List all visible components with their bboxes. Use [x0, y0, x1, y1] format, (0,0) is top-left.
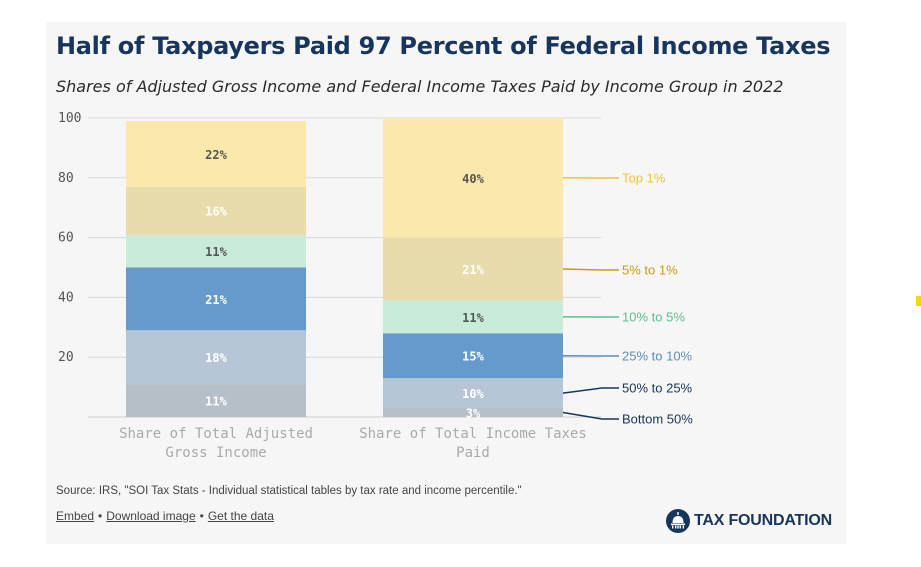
bar-segment	[383, 237, 563, 301]
bar-segment	[383, 378, 563, 409]
data-label: 21%	[205, 293, 227, 307]
x-category-label: Share of Total Adjusted	[119, 426, 313, 442]
y-tick-label: 20	[58, 350, 74, 365]
bar-segment	[383, 118, 563, 238]
y-tick-label: 100	[58, 111, 81, 126]
data-label: 40%	[462, 172, 484, 186]
edge-marker	[916, 296, 921, 306]
legend-connector	[562, 268, 619, 271]
source-note: Source: IRS, "SOI Tax Stats - Individual…	[56, 485, 522, 497]
link-separator: •	[98, 509, 103, 523]
stacked-bar-chart: 20 40 60 80 100 11% 18% 21% 11% 16% 22% Share of To…	[58, 111, 693, 461]
bar-segment	[126, 330, 306, 385]
data-label: 18%	[205, 351, 227, 365]
bar-segment	[126, 186, 306, 235]
legend-label: 5% to 1%	[622, 263, 678, 278]
legend-label: 10% to 5%	[622, 310, 685, 325]
bar-segment	[126, 384, 306, 417]
data-label: 15%	[462, 350, 484, 364]
data-label: 22%	[205, 148, 227, 162]
legend-connector	[562, 387, 619, 394]
data-label: 21%	[462, 263, 484, 277]
chart-card: Half of Taxpayers Paid 97 Percent of Fed…	[46, 22, 846, 544]
capitol-dome-icon	[666, 509, 690, 533]
logo-text: TAX FOUNDATION	[694, 512, 832, 529]
embed-link[interactable]: Embed	[56, 509, 95, 523]
legend-label: 25% to 10%	[622, 349, 693, 364]
x-category-label: Paid	[456, 445, 490, 461]
y-tick-label: 40	[58, 290, 74, 305]
data-label: 11%	[205, 395, 227, 409]
legend-label: Bottom 50%	[622, 412, 693, 427]
legend-label: 50% to 25%	[622, 381, 693, 396]
footer-links: Embed • Download image • Get the data	[56, 509, 274, 523]
data-label: 11%	[205, 245, 227, 259]
bar-segment	[126, 267, 306, 331]
data-label: 16%	[205, 205, 227, 219]
x-category-label: Gross Income	[165, 445, 266, 461]
y-tick-label: 60	[58, 231, 74, 246]
get-data-link[interactable]: Get the data	[207, 509, 274, 523]
legend-connector	[562, 411, 619, 420]
tax-foundation-logo[interactable]: TAX FOUNDATION	[666, 509, 832, 533]
legend-label: Top 1%	[622, 171, 666, 186]
data-label: 3%	[466, 407, 481, 421]
bar-segment	[126, 234, 306, 268]
bar-segment	[383, 333, 563, 379]
data-label: 10%	[462, 387, 484, 401]
bar-segment	[383, 408, 563, 417]
x-category-label: Share of Total Income Taxes	[359, 426, 587, 442]
chart-subtitle: Shares of Adjusted Gross Income and Fede…	[56, 77, 784, 96]
y-tick-label: 80	[58, 171, 74, 186]
chart-title: Half of Taxpayers Paid 97 Percent of Fed…	[56, 32, 831, 60]
link-separator: •	[199, 509, 204, 523]
bar-segment	[126, 120, 306, 187]
download-image-link[interactable]: Download image	[106, 509, 196, 523]
bar-segment	[383, 300, 563, 334]
data-label: 11%	[462, 311, 484, 325]
